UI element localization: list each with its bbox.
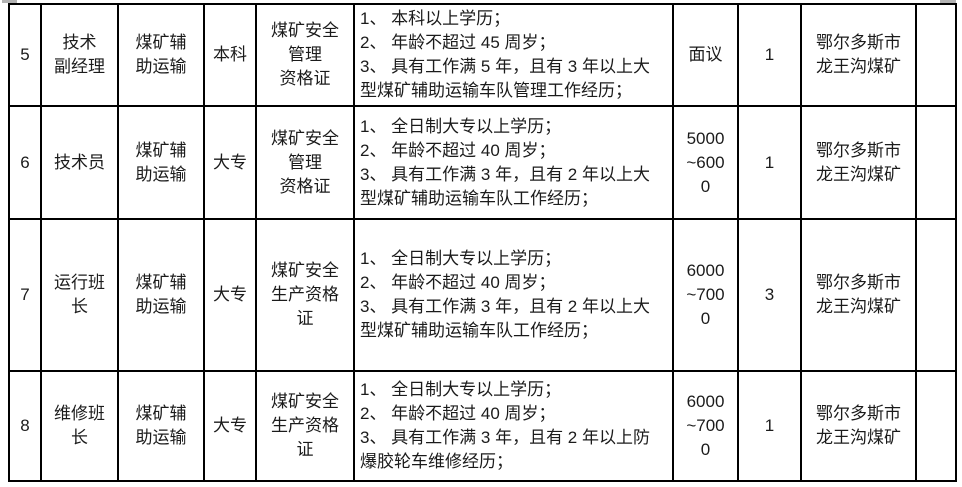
cell-note xyxy=(915,3,957,107)
cell-position: 技术 副经理 xyxy=(40,3,119,107)
cell-education: 大专 xyxy=(203,370,257,482)
cell-requirements: 1、 全日制大专以上学历； 2、 年龄不超过 40 周岁； 3、 具有工作满 3… xyxy=(353,105,674,220)
cell-requirements: 1、 全日制大专以上学历； 2、 年龄不超过 40 周岁； 3、 具有工作满 3… xyxy=(353,370,674,482)
cell-location: 鄂尔多斯市 龙王沟煤矿 xyxy=(800,370,917,482)
cell-certificate: 煤矿安全 管理 资格证 xyxy=(255,3,355,107)
cell-certificate: 煤矿安全 生产资格 证 xyxy=(255,218,355,372)
screen-edge-artifact-top-right xyxy=(940,0,956,5)
cell-salary: 6000 ~700 0 xyxy=(672,218,739,372)
table-row: 6 技术员 煤矿辅 助运输 大专 煤矿安全 管理 资格证 1、 全日制大专以上学历； 2、… xyxy=(8,105,957,220)
cell-note xyxy=(915,105,957,220)
cell-requirements: 1、 本科以上学历； 2、 年龄不超过 45 周岁； 3、 具有工作满 5 年，… xyxy=(353,3,674,107)
cell-location: 鄂尔多斯市 龙王沟煤矿 xyxy=(800,218,917,372)
cell-row-number: 7 xyxy=(8,218,42,372)
screen-edge-artifact-top-left xyxy=(2,0,17,3)
cell-salary: 面议 xyxy=(672,3,739,107)
cell-headcount: 1 xyxy=(737,370,802,482)
cell-certificate: 煤矿安全 管理 资格证 xyxy=(255,105,355,220)
cell-education: 大专 xyxy=(203,105,257,220)
cell-department: 煤矿辅 助运输 xyxy=(117,218,205,372)
cell-certificate: 煤矿安全 生产资格 证 xyxy=(255,370,355,482)
cell-education: 大专 xyxy=(203,218,257,372)
table-row: 5 技术 副经理 煤矿辅 助运输 本科 煤矿安全 管理 资格证 1、 本科以上学历； 2、… xyxy=(8,3,957,107)
cell-note xyxy=(915,218,957,372)
cell-note xyxy=(915,370,957,482)
cell-location: 鄂尔多斯市 龙王沟煤矿 xyxy=(800,105,917,220)
table-row: 8 维修班 长煤矿辅 助运输 大专 煤矿安全 生产资格 证 1、 全日制大专以上学历； … xyxy=(8,370,957,482)
cell-position: 维修班 长 xyxy=(40,370,119,482)
cell-department: 煤矿辅 助运输 xyxy=(117,105,205,220)
cell-headcount: 3 xyxy=(737,218,802,372)
cell-row-number: 8 xyxy=(8,370,42,482)
job-postings-table: 5 技术 副经理 煤矿辅 助运输 本科 煤矿安全 管理 资格证 1、 本科以上学历； 2、… xyxy=(8,3,957,482)
cell-requirements: 1、 全日制大专以上学历； 2、 年龄不超过 40 周岁； 3、 具有工作满 3… xyxy=(353,218,674,372)
cell-education: 本科 xyxy=(203,3,257,107)
cell-headcount: 1 xyxy=(737,105,802,220)
cell-department: 煤矿辅 助运输 xyxy=(117,3,205,107)
cell-position: 技术员 xyxy=(40,105,119,220)
cell-department: 煤矿辅 助运输 xyxy=(117,370,205,482)
cell-headcount: 1 xyxy=(737,3,802,107)
cell-row-number: 6 xyxy=(8,105,42,220)
cell-salary: 5000 ~600 0 xyxy=(672,105,739,220)
cell-salary: 6000 ~700 0 xyxy=(672,370,739,482)
cell-row-number: 5 xyxy=(8,3,42,107)
table-row: 7 运行班 长煤矿辅 助运输 大专 煤矿安全 生产资格 证 1、 全日制大专以上学历； … xyxy=(8,218,957,372)
cell-position: 运行班 长 xyxy=(40,218,119,372)
cell-location: 鄂尔多斯市 龙王沟煤矿 xyxy=(800,3,917,107)
table-body: 5 技术 副经理 煤矿辅 助运输 本科 煤矿安全 管理 资格证 1、 本科以上学历； 2、… xyxy=(8,3,957,482)
